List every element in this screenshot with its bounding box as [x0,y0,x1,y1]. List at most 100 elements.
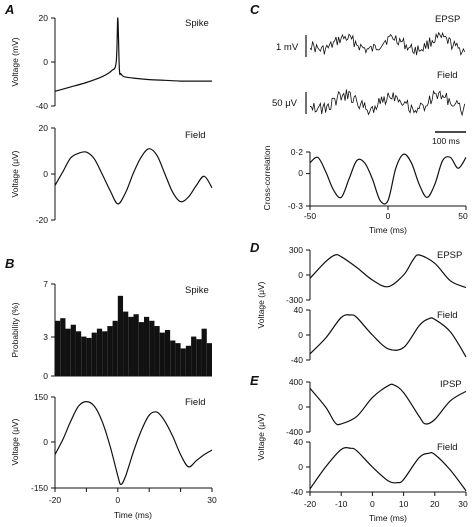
y-tick-label: -150 [31,483,48,493]
x-tick-label: -50 [304,211,317,221]
histogram-bar [60,318,66,376]
x-tick-label: -20 [304,499,317,509]
histogram-bar [96,328,103,376]
y-tick-label: -40 [36,101,49,111]
x-tick-label: 0 [386,211,391,221]
y-tick-label: 20 [39,13,49,23]
panel-letter-c: C [250,2,260,17]
histogram-bar [133,314,139,376]
epsp-raw-trace [309,31,466,56]
x-axis-label: Time (ms) [114,510,152,520]
y-tick-label: 40 [294,305,304,315]
panel-d-field: 40 0 -40 Field [291,305,467,365]
x-tick-label: 50 [458,211,468,221]
trace-label: Field [437,70,458,81]
histogram-bar [185,345,192,376]
ipsp-trace [309,383,467,426]
x-tick-label: 30 [458,499,468,509]
field-trace [309,447,467,492]
histogram-bar [175,343,181,376]
x-axis-label: Time (ms) [369,225,407,235]
y-tick-label: -300 [286,295,303,305]
trace-label: EPSP [435,14,460,25]
panel-d-epsp: 300 0 -300 EPSP [286,245,467,305]
x-tick-label: 0 [370,499,375,509]
histogram-bars [55,295,212,376]
panel-e-field: 40 0 -40 Field -20 -10 0 10 20 30 Time (… [291,437,468,523]
y-tick-label: 0 [298,270,303,280]
y-tick-label: 300 [289,245,303,255]
panel-a-spike: 20 0 -40 Voltage (mV) Spike [10,13,212,111]
trace-label: Field [185,397,206,408]
x-tick-label: -10 [335,499,348,509]
y-tick-label: -400 [286,427,303,437]
trace-label: Field [185,130,206,141]
y-tick-label: 20 [39,123,49,133]
y-tick-label: -0·3 [288,201,303,211]
y-axis-label: Voltage (μV) [256,281,266,328]
scale-label: 100 ms [432,136,460,146]
trace-label: Spike [185,18,209,29]
y-tick-label: 0 [298,168,303,178]
panel-b-histogram: 7 3 0 Probability (%) Spike [10,279,212,381]
y-axis-label: Probability (%) [10,302,20,357]
scale-label: 50 μV [272,98,298,109]
histogram-bar [196,339,202,376]
histogram-bar [55,320,61,376]
scale-label: 1 mV [276,42,299,53]
y-axis-label: Voltage (μV) [10,150,20,197]
histogram-bar [70,324,76,376]
panel-c-crosscorr: 0·2 0 -0·3 Cross-correlation -50 0 50 Ti… [262,145,468,235]
panel-letter-b: B [5,256,14,271]
field-trace [54,400,213,486]
trace-label: Field [437,442,458,453]
histogram-bar [91,332,97,376]
x-ticks [54,488,213,492]
histogram-bar [117,295,124,376]
x-ticks [309,492,467,496]
y-tick-label: 0 [43,169,48,179]
y-tick-label: 0·2 [291,147,304,157]
histogram-bar [65,328,71,376]
histogram-bar [123,311,129,376]
y-tick-label: 40 [294,437,304,447]
panel-e-ipsp: 400 0 -400 IPSP [286,377,467,437]
y-tick-label: -20 [36,215,49,225]
panel-b-field: 150 0 -150 Voltage (μV) Field -20 0 30 T… [10,392,217,520]
histogram-bar [107,326,113,376]
histogram-bar [159,332,165,376]
y-tick-label: 0 [43,371,48,381]
trace-label: Field [437,310,458,321]
y-axis-label: Voltage (μV) [10,418,20,465]
trace-label: IPSP [440,379,462,390]
field-raw-trace [309,89,466,117]
histogram-bar [75,331,82,376]
y-tick-label: 400 [289,377,303,387]
histogram-bar [164,330,171,376]
histogram-bar [86,337,92,376]
field-trace [54,148,213,205]
y-axis-label: Voltage (mV) [10,37,20,86]
histogram-bar [154,326,160,376]
x-tick-label: 10 [399,499,409,509]
histogram-bar [201,328,207,376]
y-tick-label: -40 [291,487,304,497]
histogram-bar [170,340,176,376]
histogram-bar [191,336,197,376]
y-tick-label: 0 [298,462,303,472]
epsp-trace [309,254,467,289]
y-tick-label: 0 [43,437,48,447]
panel-letter-d: D [250,240,260,255]
trace-label: EPSP [437,250,462,261]
x-axis-label: Time (ms) [369,513,407,523]
histogram-bar [81,336,87,376]
histogram-bar [206,343,212,376]
panel-letter-e: E [250,373,259,388]
y-tick-label: 150 [34,392,48,402]
trace-label: Spike [185,285,209,296]
histogram-bar [180,348,186,376]
y-tick-label: 0 [43,57,48,67]
x-tick-label: 20 [430,499,440,509]
y-axis-label: Voltage (μV) [256,413,266,460]
